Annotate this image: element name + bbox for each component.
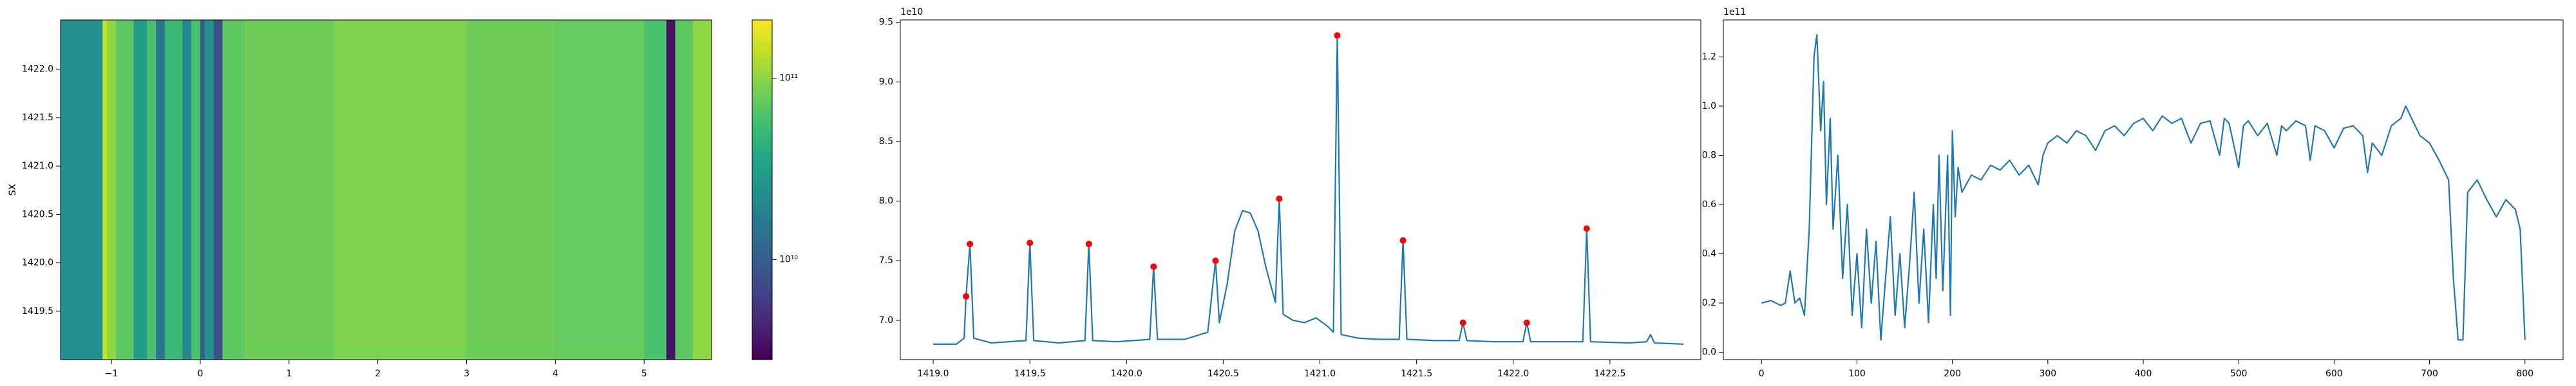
x-tick-label: 800 xyxy=(2516,369,2533,379)
heatmap-cell xyxy=(666,20,676,360)
offset-label: 1e10 xyxy=(900,7,923,17)
x-tick-label: 600 xyxy=(2325,369,2343,379)
y-tick-label: 0.6 xyxy=(1702,199,1716,210)
peak-marker xyxy=(1150,263,1157,270)
data-line xyxy=(933,34,1684,345)
data-line xyxy=(1761,33,2526,341)
y-tick-label: 0.0 xyxy=(1702,347,1716,358)
heatmap-cell xyxy=(222,20,245,360)
x-tick-label: 0 xyxy=(1759,369,1765,379)
y-tick-label: 1419.5 xyxy=(22,306,53,317)
heatmap-cell xyxy=(182,20,192,360)
colorbar-tick-label: 10¹¹ xyxy=(779,73,798,84)
colorbar-frame xyxy=(752,19,773,360)
x-tick-label: 100 xyxy=(1848,369,1866,379)
offset-label: 1e11 xyxy=(1723,7,1746,17)
heatmap-cell xyxy=(555,20,645,360)
y-tick-label: 1420.0 xyxy=(22,258,53,268)
x-tick-label: 2 xyxy=(375,369,381,379)
heatmap-cell xyxy=(644,20,667,360)
y-tick-label: 0.8 xyxy=(1702,150,1716,160)
x-tick-label: 1421.5 xyxy=(1401,369,1432,379)
y-tick-label: 1421.5 xyxy=(22,113,53,123)
x-tick-label: 1420.5 xyxy=(1208,369,1239,379)
heatmap-cell xyxy=(466,20,556,360)
axes-frame xyxy=(900,19,1701,360)
heatmap-cell xyxy=(204,20,214,360)
heatmap-cell xyxy=(693,20,712,360)
x-tick-label: 0 xyxy=(198,369,204,379)
y-tick-label: 8.0 xyxy=(879,196,893,207)
peak-marker xyxy=(967,241,974,248)
y-tick-label: 9.5 xyxy=(879,17,893,28)
heatmap-cell xyxy=(133,20,147,360)
y-tick-label: 8.5 xyxy=(879,136,893,147)
peak-marker xyxy=(1399,237,1406,244)
x-tick-label: 1422.5 xyxy=(1594,369,1625,379)
peak-marker xyxy=(1212,257,1219,264)
x-tick-label: −1 xyxy=(105,369,118,379)
y-tick-label: 1.0 xyxy=(1702,101,1716,111)
y-tick-label: 1.2 xyxy=(1702,51,1716,62)
x-tick-label: 500 xyxy=(2230,369,2248,379)
heatmap-cell xyxy=(102,20,108,360)
x-tick-label: 5 xyxy=(641,369,647,379)
peak-marker xyxy=(1334,32,1341,39)
colorbar xyxy=(752,20,772,360)
heatmap-cell xyxy=(107,20,117,360)
heatmap-cell xyxy=(156,20,166,360)
peak-marker xyxy=(1583,225,1590,232)
x-tick-label: 1420.0 xyxy=(1111,369,1142,379)
y-tick-label: 0.2 xyxy=(1702,298,1716,308)
y-axis-label: SX xyxy=(8,183,18,196)
peak-marker xyxy=(1276,195,1283,202)
heatmap-cell xyxy=(333,20,468,360)
heatmap-cell xyxy=(116,20,135,360)
x-tick-label: 1419.0 xyxy=(918,369,949,379)
peak-marker xyxy=(963,293,970,300)
axes-frame xyxy=(60,19,712,360)
x-tick-label: 200 xyxy=(1944,369,1961,379)
x-tick-label: 4 xyxy=(553,369,558,379)
heatmap-cell xyxy=(191,20,201,360)
peak-marker xyxy=(1027,239,1034,246)
heatmap-cell xyxy=(244,20,334,360)
x-tick-label: 1422.0 xyxy=(1497,369,1529,379)
heatmap-cell xyxy=(164,20,183,360)
y-tick-label: 1420.5 xyxy=(22,209,53,219)
y-tick-label: 0.4 xyxy=(1702,248,1716,259)
x-tick-label: 700 xyxy=(2421,369,2438,379)
x-tick-label: 1 xyxy=(286,369,292,379)
y-tick-label: 7.5 xyxy=(879,255,893,266)
x-tick-label: 3 xyxy=(464,369,469,379)
x-tick-label: 300 xyxy=(2039,369,2056,379)
peak-marker xyxy=(1523,319,1530,326)
x-tick-label: 1421.0 xyxy=(1304,369,1336,379)
x-tick-label: 1419.5 xyxy=(1014,369,1046,379)
y-tick-label: 1422.0 xyxy=(22,64,53,75)
heatmap-cell xyxy=(200,20,205,360)
peak-marker xyxy=(1459,319,1466,326)
heatmap-cell xyxy=(147,20,156,360)
y-tick-label: 1421.0 xyxy=(22,161,53,171)
peak-marker xyxy=(1085,241,1092,248)
heatmap-cell xyxy=(675,20,694,360)
colorbar-tick-label: 10¹⁰ xyxy=(779,254,798,264)
heatmap-cell xyxy=(213,20,223,360)
heatmap-cell xyxy=(61,20,103,360)
axes-frame xyxy=(1723,19,2564,360)
y-tick-label: 7.0 xyxy=(879,315,893,326)
x-tick-label: 400 xyxy=(2135,369,2152,379)
y-tick-label: 9.0 xyxy=(879,77,893,87)
